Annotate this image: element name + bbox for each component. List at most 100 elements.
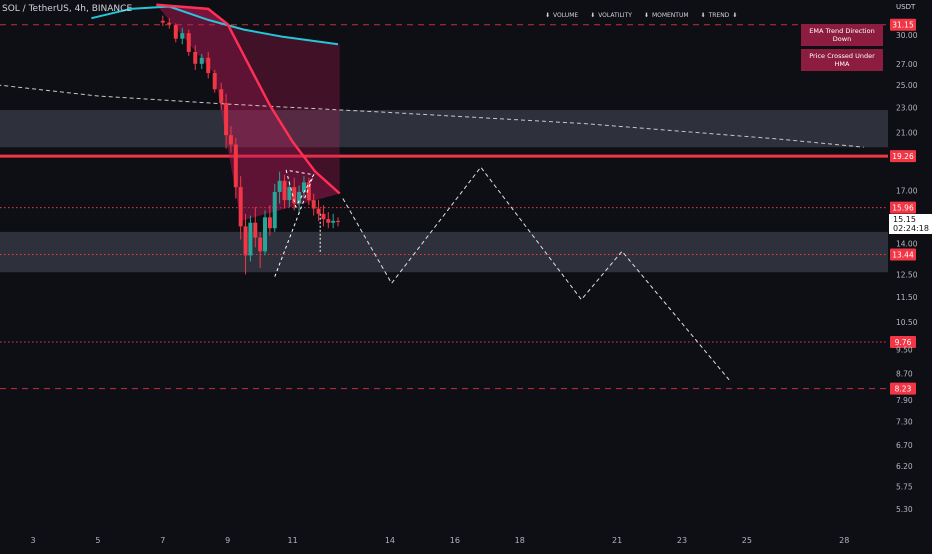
level-label-1: 19.26 xyxy=(892,152,914,161)
indicator-bar: ⬇ VOLUME ⬇ VOLATILITY ⬇ MOMENTUM ⬇ TREND ⬇ xyxy=(545,9,885,21)
arrow-down-icon: ⬇ xyxy=(700,11,706,19)
candle-body-25 xyxy=(297,191,302,204)
level-label-5: 8.23 xyxy=(895,385,912,394)
arrow-down-icon: ⬇ xyxy=(590,11,596,19)
x-tick-5: 14 xyxy=(385,536,395,545)
arrow-down-icon: ⬇ xyxy=(545,11,551,19)
candle-body-26 xyxy=(301,182,306,192)
level-badge-5 xyxy=(890,382,916,395)
candle-body-20 xyxy=(272,191,277,229)
y-tick-4: 21.00 xyxy=(896,129,918,138)
support-zone-0 xyxy=(0,110,888,148)
x-tick-8: 21 xyxy=(612,536,622,545)
candle-body-22 xyxy=(282,180,287,201)
level-label-3: 13.44 xyxy=(892,251,914,260)
candle-body-15 xyxy=(248,222,253,256)
y-tick-17: 5.30 xyxy=(896,505,913,514)
y-tick-14: 6.70 xyxy=(896,441,913,450)
symbol-legend[interactable]: SOL / TetherUS, 4h, BINANCE xyxy=(2,4,133,14)
y-tick-15: 6.20 xyxy=(896,462,913,471)
indicator-momentum[interactable]: ⬇ MOMENTUM xyxy=(643,11,689,19)
arrow-down-icon: ⬇ xyxy=(643,11,649,19)
level-label-0: 31.15 xyxy=(892,21,914,30)
y-tick-2: 25.00 xyxy=(896,81,918,90)
candle-body-30 xyxy=(321,213,326,220)
x-tick-0: 3 xyxy=(30,536,35,545)
candle-body-17 xyxy=(258,237,263,252)
candle-body-13 xyxy=(238,187,243,227)
wedge-upper xyxy=(285,169,315,209)
level-badge-4 xyxy=(890,336,916,349)
candle-body-28 xyxy=(311,200,316,209)
alert-ema-trend: EMA Trend Direction Down xyxy=(801,24,883,46)
x-tick-3: 9 xyxy=(225,536,230,545)
x-tick-4: 11 xyxy=(288,536,298,545)
candle-body-27 xyxy=(306,182,311,201)
candle-body-6 xyxy=(199,57,204,64)
candle-body-33 xyxy=(336,220,341,222)
current-price-value: 15.15 xyxy=(893,215,916,224)
y-tick-13: 7.30 xyxy=(896,417,913,426)
indicator-volatility[interactable]: ⬇ VOLATILITY xyxy=(590,11,632,19)
level-badge-1 xyxy=(890,150,916,163)
candle-body-4 xyxy=(186,33,191,52)
y-tick-12: 7.90 xyxy=(896,396,913,405)
candle-body-23 xyxy=(287,187,292,201)
bar-countdown: 02:24:18 xyxy=(893,224,929,233)
y-tick-0: 30.00 xyxy=(896,31,918,40)
y-tick-9: 10.50 xyxy=(896,318,918,327)
candle-body-24 xyxy=(292,187,297,204)
x-tick-7: 18 xyxy=(515,536,525,545)
wedge-lower xyxy=(274,174,315,277)
axis-unit-label: USDT xyxy=(896,3,916,11)
y-tick-6: 14.00 xyxy=(896,239,918,248)
candle-body-7 xyxy=(206,57,211,74)
candle-body-5 xyxy=(193,51,198,64)
y-tick-16: 5.75 xyxy=(896,483,913,492)
hma-cloud-upper xyxy=(156,4,340,194)
indicator-trend[interactable]: ⬇ TREND ⬇ xyxy=(700,11,738,19)
candle-body-14 xyxy=(243,226,248,256)
candle-body-8 xyxy=(212,73,217,90)
y-tick-5: 17.00 xyxy=(896,186,918,195)
x-tick-10: 25 xyxy=(742,536,752,545)
level-badge-2 xyxy=(890,201,916,214)
projection-path xyxy=(342,166,730,381)
x-tick-2: 7 xyxy=(160,536,165,545)
candle-body-11 xyxy=(228,135,233,145)
y-tick-1: 27.00 xyxy=(896,60,918,69)
hma-line xyxy=(156,3,341,195)
x-tick-6: 16 xyxy=(450,536,460,545)
arrow-down-icon: ⬇ xyxy=(732,11,738,19)
x-tick-1: 5 xyxy=(95,536,100,545)
candle-body-21 xyxy=(277,180,282,192)
candle-body-2 xyxy=(173,25,178,39)
candle-body-10 xyxy=(224,102,229,136)
candle-body-19 xyxy=(267,217,272,229)
current-price-label: 15.15 02:24:18 xyxy=(889,214,932,234)
candle-body-0 xyxy=(160,20,165,23)
candle-body-3 xyxy=(180,33,185,39)
candle-body-12 xyxy=(233,144,238,188)
candle-body-29 xyxy=(316,208,321,214)
level-label-2: 15.96 xyxy=(892,204,914,213)
level-label-4: 9.76 xyxy=(895,338,912,347)
y-tick-8: 11.50 xyxy=(896,293,918,302)
x-tick-11: 28 xyxy=(839,536,849,545)
candle-body-18 xyxy=(263,217,268,252)
y-tick-11: 8.70 xyxy=(896,369,913,378)
y-tick-10: 9.50 xyxy=(896,345,913,354)
ema-cyan-line xyxy=(91,5,339,46)
indicator-volume[interactable]: ⬇ VOLUME xyxy=(545,11,579,19)
support-zone-1 xyxy=(0,231,888,273)
alert-panel: EMA Trend Direction Down Price Crossed U… xyxy=(801,24,883,74)
alert-hma-cross: Price Crossed Under HMA xyxy=(801,49,883,71)
x-tick-9: 23 xyxy=(677,536,687,545)
price-axis xyxy=(888,0,932,550)
candle-body-31 xyxy=(326,219,331,223)
candle-body-1 xyxy=(167,22,172,25)
ema-dashed-line xyxy=(0,84,864,148)
level-badge-0 xyxy=(890,18,916,31)
